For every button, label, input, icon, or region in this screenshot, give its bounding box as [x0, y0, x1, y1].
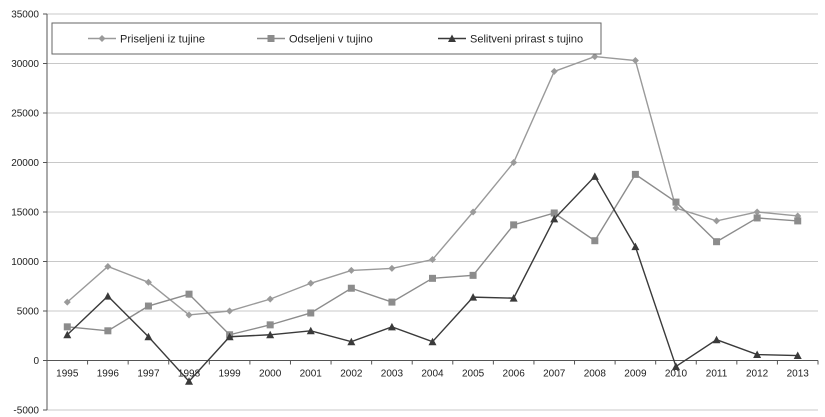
data-point-square: [63, 323, 71, 331]
data-point-triangle: [428, 337, 437, 346]
data-point-square: [104, 327, 112, 335]
x-tick-label: 2012: [746, 369, 769, 380]
data-point-square: [510, 221, 518, 229]
legend-label: Priseljeni iz tujine: [120, 34, 205, 46]
data-point-triangle: [266, 330, 275, 339]
x-tick-label: 2011: [706, 369, 728, 380]
y-axis-tick-labels: -5000 0 5000 10000 15000 20000 25000 30000 35000: [11, 10, 39, 417]
x-tick-label: 1996: [97, 369, 120, 380]
data-point-square: [144, 302, 152, 310]
series-lines: [63, 53, 802, 385]
y-tick-label: 20000: [11, 158, 39, 169]
data-point-square: [469, 271, 477, 279]
x-tick-label: 2003: [381, 369, 404, 380]
x-tick-label: 2007: [543, 369, 566, 380]
x-tick-label: 1998: [178, 369, 201, 380]
data-point-triangle: [590, 172, 599, 180]
data-point-diamond: [388, 264, 396, 272]
data-point-square: [713, 238, 721, 246]
y-tick-label: 0: [33, 356, 39, 367]
data-point-diamond: [63, 298, 71, 306]
data-point-square: [753, 214, 761, 222]
x-tick-label: 1997: [137, 369, 160, 380]
x-tick-label: 2000: [259, 369, 282, 380]
data-point-square: [591, 237, 599, 245]
data-point-diamond: [307, 279, 315, 287]
x-tick-label: 2004: [421, 369, 444, 380]
data-point-diamond: [226, 307, 234, 315]
data-point-square: [267, 35, 275, 42]
x-tick-label: 2005: [462, 369, 485, 380]
y-tick-label: 25000: [11, 109, 39, 120]
series-1: [63, 53, 802, 319]
data-point-square: [266, 321, 274, 329]
data-point-triangle: [225, 332, 234, 341]
legend-label: Selitveni prirast s tujino: [470, 34, 583, 46]
data-point-square: [388, 298, 396, 306]
data-point-triangle: [671, 362, 680, 370]
data-point-triangle: [753, 350, 762, 359]
data-point-triangle: [347, 337, 356, 346]
data-point-triangle: [103, 292, 112, 300]
x-tick-label: 2002: [340, 369, 363, 380]
data-point-diamond: [104, 262, 112, 270]
legend-label: Odseljeni v tujino: [289, 34, 373, 46]
data-point-square: [631, 170, 639, 178]
data-point-square: [347, 284, 355, 292]
data-point-square: [794, 217, 802, 225]
data-point-diamond: [631, 57, 639, 65]
x-tick-label: 2008: [584, 369, 607, 380]
data-point-diamond: [753, 208, 761, 216]
x-tick-label: 2010: [665, 369, 688, 380]
data-point-diamond: [510, 159, 518, 166]
data-point-triangle: [469, 293, 478, 301]
data-point-triangle: [448, 34, 456, 42]
series-3: [63, 172, 802, 385]
data-point-triangle: [712, 335, 721, 344]
y-tick-label: 15000: [11, 208, 39, 219]
x-axis-tick-labels: 1995 1996 1997 1998 1999 2000 2001 2002 2003 2004…: [56, 369, 809, 380]
x-tick-label: 2001: [300, 369, 323, 380]
data-point-triangle: [793, 351, 802, 360]
legend-box: [51, 22, 602, 55]
data-point-square: [307, 309, 315, 317]
y-tick-label: -5000: [13, 406, 39, 417]
y-tick-label: 30000: [11, 59, 39, 70]
x-tick-label: 2013: [787, 369, 810, 380]
data-point-triangle: [306, 326, 315, 335]
data-point-square: [550, 209, 558, 217]
data-point-triangle: [631, 242, 640, 251]
data-point-square: [185, 290, 193, 298]
data-point-diamond: [713, 217, 721, 225]
data-point-square: [429, 274, 436, 282]
data-point-triangle: [185, 377, 194, 385]
y-tick-label: 5000: [17, 307, 40, 318]
data-point-square: [672, 198, 680, 206]
data-point-diamond: [144, 278, 152, 286]
axes: [43, 13, 819, 411]
x-tick-label: 1995: [56, 369, 79, 380]
data-point-diamond: [98, 35, 106, 42]
data-point-diamond: [347, 266, 355, 274]
y-tick-label: 10000: [11, 257, 39, 268]
data-point-triangle: [509, 294, 518, 302]
data-point-triangle: [387, 322, 396, 331]
data-point-diamond: [469, 208, 477, 216]
data-point-diamond: [550, 67, 558, 75]
x-tick-label: 1999: [218, 369, 241, 380]
x-tick-label: 2009: [624, 369, 647, 380]
y-tick-label: 35000: [11, 10, 39, 21]
data-point-diamond: [672, 204, 680, 212]
x-tick-label: 2006: [503, 369, 526, 380]
data-point-diamond: [185, 311, 193, 319]
data-point-triangle: [144, 332, 153, 341]
data-point-diamond: [429, 256, 436, 264]
data-point-diamond: [266, 295, 274, 303]
legend: Priseljeni iz tujine Odseljeni v tujino Se…: [51, 22, 602, 55]
data-point-triangle: [63, 330, 72, 339]
data-point-diamond: [591, 53, 599, 61]
data-point-triangle: [550, 214, 559, 223]
